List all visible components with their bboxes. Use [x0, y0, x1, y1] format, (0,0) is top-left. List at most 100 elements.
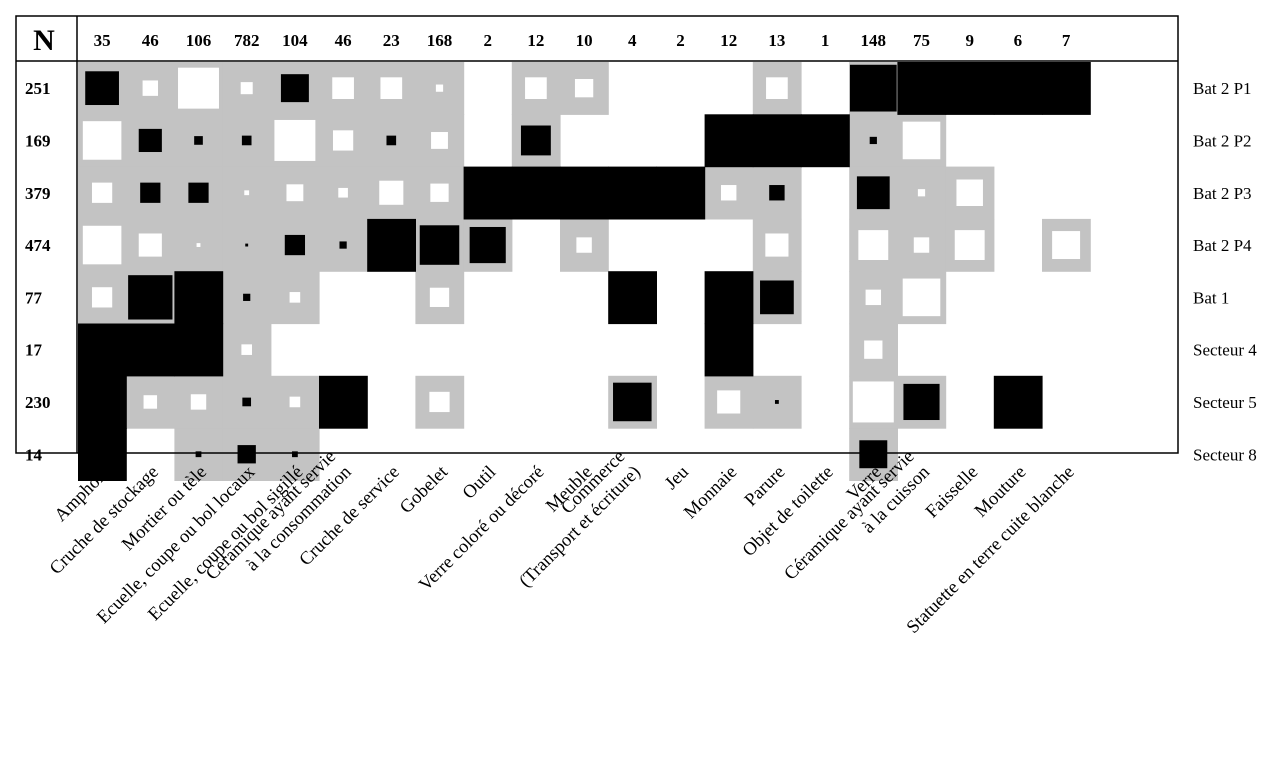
- row-total-label: 474: [25, 236, 51, 255]
- row-label: Bat 2 P1: [1193, 79, 1252, 98]
- column-label-line: Monnaie: [681, 462, 742, 523]
- row-label: Bat 2 P4: [1193, 236, 1252, 255]
- cell-square: [520, 125, 551, 156]
- cell-square: [902, 121, 941, 160]
- cell-square: [339, 241, 347, 249]
- cell-square: [82, 225, 122, 265]
- row-label: Bat 1: [1193, 288, 1229, 307]
- cell-square: [174, 323, 224, 377]
- cell-square: [429, 287, 450, 307]
- cell-square: [765, 233, 789, 257]
- cell-square: [78, 323, 127, 377]
- row-label: Bat 2 P3: [1193, 184, 1252, 203]
- column-total-labels: 35 46 106 782 104 46 23 168 2 12 10 4 2 12 13 1 148 75 9 6 7: [94, 31, 1071, 50]
- row-total-label: 230: [25, 393, 51, 412]
- cell-square: [242, 397, 252, 407]
- cell-square: [608, 271, 657, 325]
- cell-square: [419, 225, 460, 265]
- row-label: Bat 2 P2: [1193, 131, 1252, 150]
- column-label-line: Mortier ou tèle: [118, 462, 211, 555]
- cell-square: [856, 176, 890, 210]
- cell-square: [196, 243, 201, 247]
- cell-square: [993, 375, 1043, 429]
- cell-square: [319, 375, 368, 429]
- cell-square: [752, 114, 802, 168]
- cell-square: [237, 445, 256, 464]
- cell-square: [902, 278, 941, 317]
- column-total-label: 12: [527, 31, 544, 50]
- row-label: Secteur 5: [1193, 393, 1257, 412]
- column-total-label: 10: [576, 31, 593, 50]
- cell-squares-layer: [78, 62, 1091, 481]
- column-label: Monnaie: [681, 462, 742, 523]
- cell-square: [574, 78, 594, 98]
- row-total-labels: 251 169 379 474 77 17 230 14: [25, 79, 51, 464]
- cell-square: [138, 233, 162, 257]
- row-total-label: 77: [25, 288, 43, 307]
- row-total-label: 379: [25, 184, 51, 203]
- row-labels: Bat 2 P1 Bat 2 P2 Bat 2 P3 Bat 2 P4 Bat 1 Sec…: [1193, 79, 1257, 464]
- column-label-line: Faisselle: [922, 462, 982, 522]
- cell-square: [174, 271, 224, 325]
- column-label: Commerce(Transport et écriture): [516, 447, 645, 592]
- cell-square: [245, 243, 249, 247]
- cell-square: [82, 121, 122, 160]
- cell-square: [195, 451, 202, 458]
- column-total-label: 104: [282, 31, 308, 50]
- cell-square: [241, 135, 252, 146]
- cell-square: [560, 166, 609, 220]
- column-total-label: 148: [861, 31, 887, 50]
- cell-square: [91, 287, 113, 308]
- cell-square: [78, 428, 127, 481]
- column-label-line: Gobelet: [396, 462, 452, 518]
- cell-square: [430, 183, 449, 202]
- cell-square: [993, 62, 1043, 115]
- cell-square: [128, 275, 173, 320]
- cell-square: [284, 234, 306, 256]
- cell-square: [332, 77, 354, 99]
- cell-square: [194, 136, 203, 145]
- column-label: Faisselle: [922, 462, 982, 522]
- column-label: Jeu: [661, 462, 693, 494]
- cell-square: [956, 179, 983, 207]
- cell-square: [954, 230, 985, 260]
- column-total-label: 13: [768, 31, 785, 50]
- cell-square: [864, 340, 883, 359]
- cell-square: [704, 271, 754, 325]
- column-total-label: 46: [142, 31, 159, 50]
- column-total-label: 46: [335, 31, 352, 50]
- cell-square: [704, 114, 754, 168]
- cell-square: [903, 383, 940, 421]
- cell-square: [865, 289, 882, 306]
- cell-square: [289, 292, 301, 303]
- cell-square: [720, 185, 737, 201]
- cell-square: [280, 74, 309, 103]
- row-label: Secteur 4: [1193, 341, 1257, 360]
- cell-square: [126, 323, 175, 377]
- cell-square: [274, 119, 316, 161]
- column-total-label: 2: [676, 31, 685, 50]
- cell-square: [380, 77, 403, 99]
- cell-square: [760, 280, 794, 315]
- cell-square: [243, 293, 251, 301]
- cell-square: [945, 62, 995, 115]
- column-total-label: 782: [234, 31, 260, 50]
- cell-square: [85, 71, 119, 106]
- column-total-label: 9: [965, 31, 974, 50]
- column-label: Gobelet: [396, 462, 452, 518]
- cell-square: [1042, 62, 1091, 115]
- cell-square: [717, 390, 741, 414]
- column-total-label: 106: [186, 31, 212, 50]
- cell-square: [78, 375, 127, 429]
- row-total-label: 17: [25, 341, 43, 360]
- n-column-header: N: [33, 24, 55, 57]
- column-total-label: 1: [821, 31, 830, 50]
- cell-square: [142, 80, 159, 96]
- cell-square: [852, 381, 894, 423]
- cell-square: [525, 77, 547, 99]
- cell-square: [240, 82, 253, 95]
- cell-square: [869, 136, 877, 145]
- cell-square: [386, 135, 397, 146]
- column-total-label: 2: [483, 31, 492, 50]
- cell-square: [849, 64, 897, 112]
